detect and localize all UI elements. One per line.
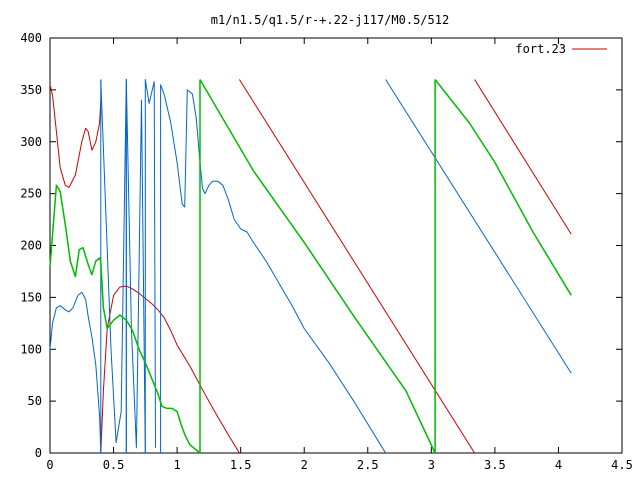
series-2-line [385, 79, 572, 374]
series-3-line [49, 184, 201, 454]
plot-frame [49, 37, 623, 454]
series-1-line [49, 84, 102, 188]
series-1-line [238, 79, 476, 454]
axis-ticks: 0 0.5 1 1.5 2 2.5 3 3.5 4 4.5 0 50 100 150 200 250 300 35… [20, 31, 633, 472]
series-2-line [100, 79, 127, 453]
series-1-line [100, 285, 240, 454]
x-tick-label: 3.5 [484, 458, 506, 472]
chart-title: m1/n1.5/q1.5/r-+.22-j117/M0.5/512 [211, 13, 449, 27]
series-2-line [144, 79, 156, 453]
legend: fort.23 [515, 42, 607, 56]
x-tick-label: 2.5 [357, 458, 379, 472]
series-lines [49, 79, 572, 454]
y-tick-label: 100 [20, 342, 42, 356]
legend-entry-label: fort.23 [515, 42, 566, 56]
series-2-line [125, 79, 146, 454]
series-3-line [199, 79, 436, 454]
series-3-line [434, 79, 572, 296]
y-tick-label: 250 [20, 187, 42, 201]
x-tick-label: 3 [428, 458, 435, 472]
x-tick-label: 1 [173, 458, 180, 472]
series-2-line [49, 291, 102, 454]
x-tick-label: 4.5 [611, 458, 633, 472]
x-tick-label: 0.5 [103, 458, 125, 472]
y-tick-label: 200 [20, 239, 42, 253]
series-1-line [474, 79, 572, 235]
x-tick-label: 2 [301, 458, 308, 472]
y-tick-label: 50 [28, 394, 42, 408]
x-tick-label: 1.5 [230, 458, 252, 472]
x-tick-label: 4 [555, 458, 562, 472]
y-tick-label: 300 [20, 135, 42, 149]
x-tick-label: 0 [46, 458, 53, 472]
y-tick-label: 350 [20, 83, 42, 97]
y-tick-label: 400 [20, 31, 42, 45]
y-tick-label: 150 [20, 290, 42, 304]
y-tick-label: 0 [35, 446, 42, 460]
series-2-line [160, 84, 387, 454]
